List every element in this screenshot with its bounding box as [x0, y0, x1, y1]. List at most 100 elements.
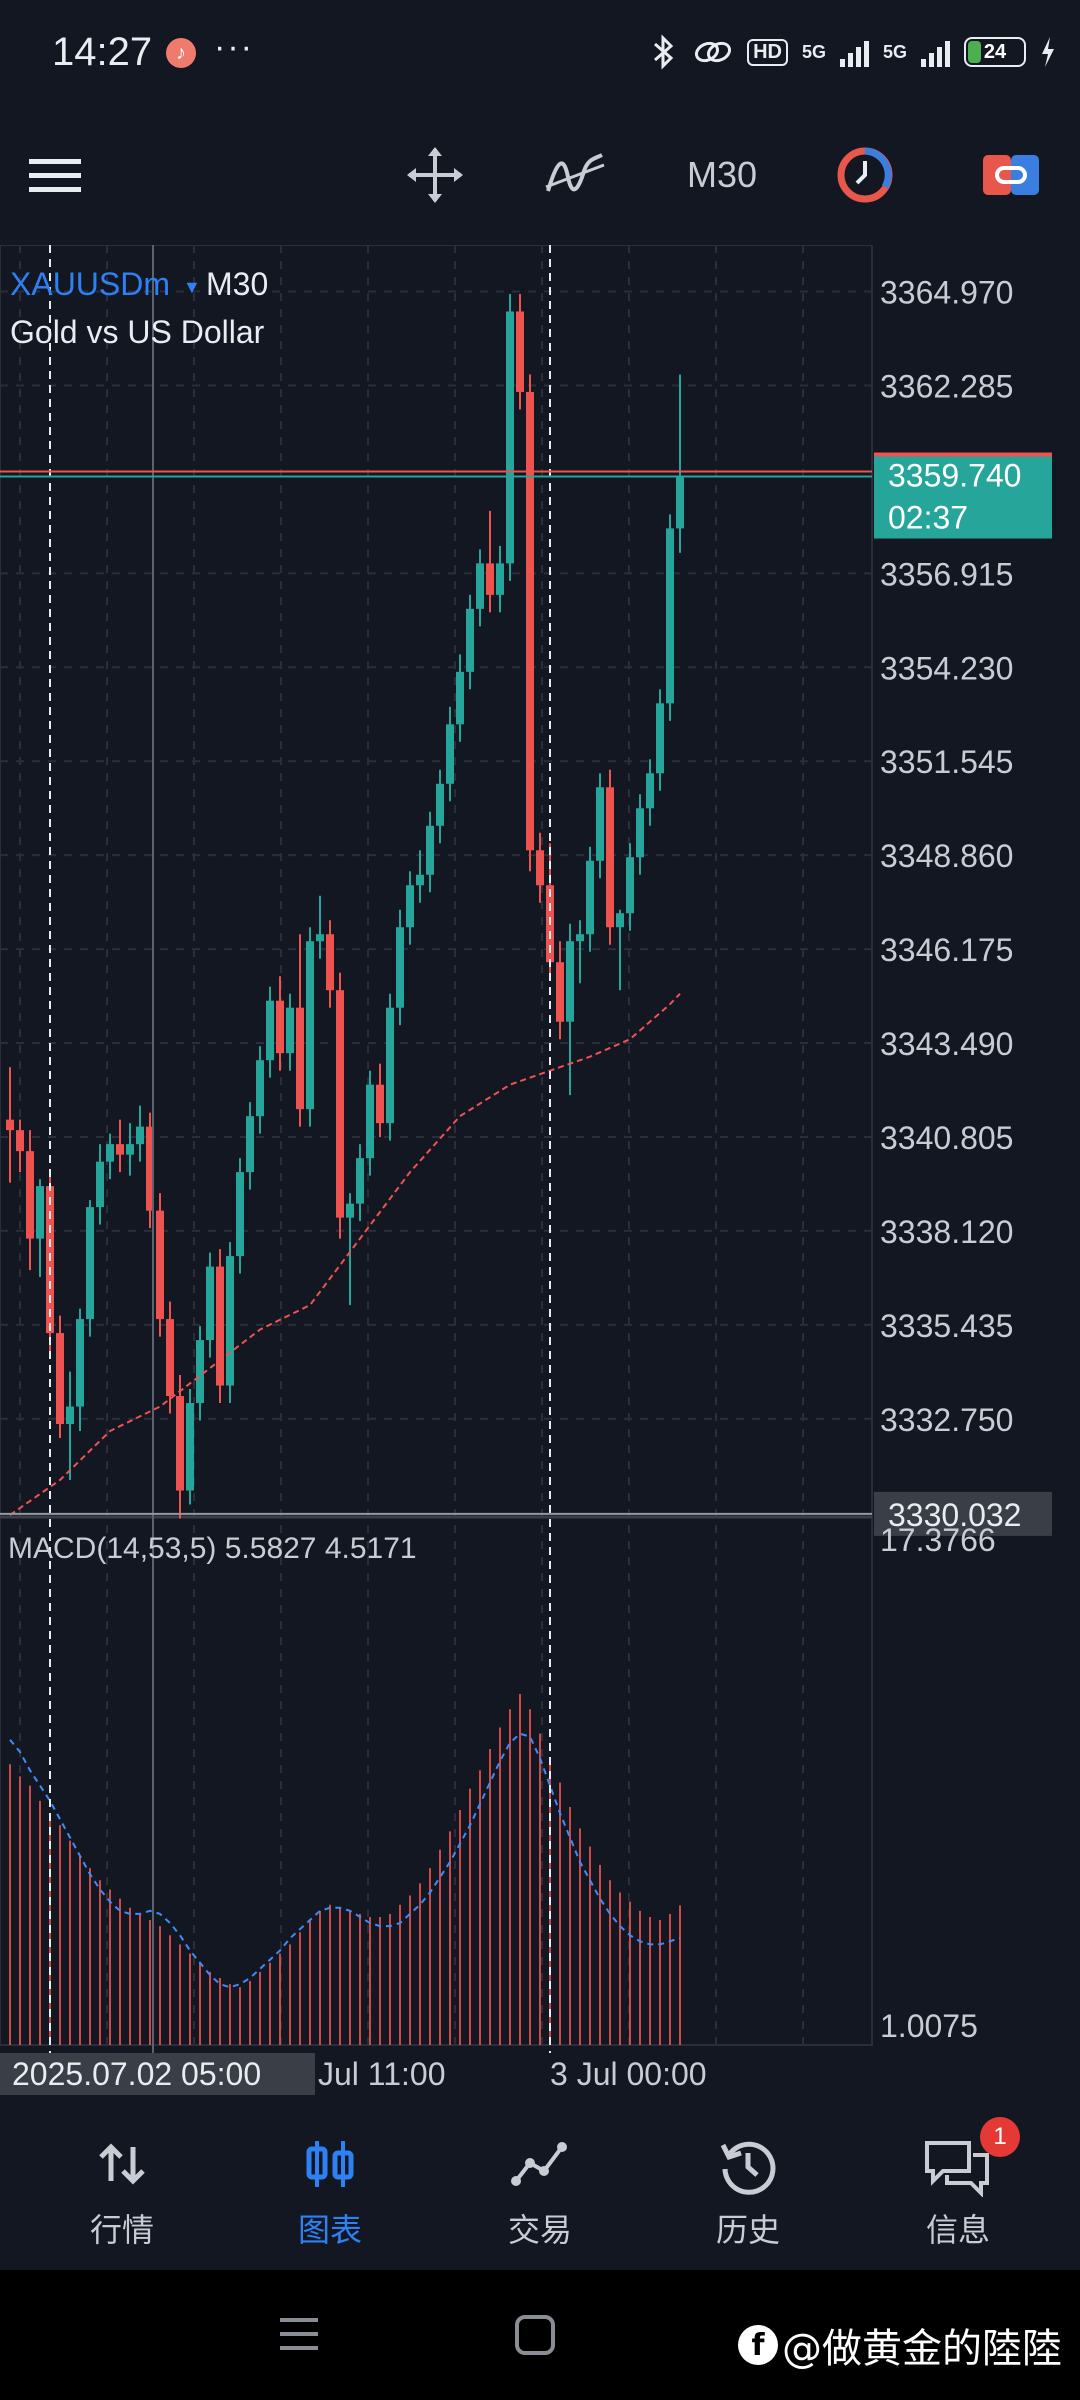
bull-candle: [96, 1161, 104, 1208]
bear-candle: [276, 1000, 284, 1054]
bull-candle: [316, 934, 324, 942]
price-axis-label: 3332.750: [880, 1402, 1013, 1438]
bull-candle: [186, 1403, 194, 1491]
bull-candle: [126, 1144, 134, 1155]
bull-candle: [576, 934, 584, 942]
symbol-description: Gold vs US Dollar: [10, 314, 265, 350]
bear-candle: [56, 1333, 64, 1425]
bull-candle: [246, 1116, 254, 1173]
macd-label: MACD(14,53,5) 5.5827 4.5171: [8, 1532, 417, 1565]
bull-candle: [366, 1084, 374, 1159]
time-axis-label-1: Jul 11:00: [318, 2056, 446, 2092]
bear-candle: [156, 1210, 164, 1320]
bull-candle: [356, 1158, 364, 1204]
price-axis-label: 3343.490: [880, 1026, 1013, 1062]
bull-candle: [266, 1000, 274, 1061]
link-icon: [695, 41, 732, 63]
bull-candle: [236, 1172, 244, 1257]
bear-candle: [336, 990, 344, 1218]
bear-candle: [166, 1319, 174, 1397]
bull-candle: [426, 825, 434, 875]
bear-candle: [16, 1130, 24, 1152]
recent-apps-icon[interactable]: [278, 2314, 320, 2354]
bull-candle: [436, 783, 444, 826]
crosshair-price: 3330.032: [888, 1497, 1021, 1533]
bull-candle: [346, 1203, 354, 1218]
tab-chart[interactable]: 图表: [222, 2095, 438, 2270]
status-bar: 14:27 ♪ ··· HD 5G 5G 24: [0, 0, 1080, 110]
bear-candle: [6, 1119, 14, 1131]
signal-strength-icon: [839, 37, 869, 67]
chart-overlays: 3330.032 3359.740 02:37: [0, 245, 1052, 2053]
tab-quotes[interactable]: 行情: [14, 2095, 230, 2270]
bull-candle: [496, 563, 504, 595]
chart-timer-button[interactable]: [830, 140, 900, 210]
chart-timeframe-label: M30: [206, 266, 268, 302]
bull-candle: [586, 860, 594, 935]
facebook-logo-icon: f: [738, 2325, 778, 2365]
trade-icon: [511, 2142, 567, 2186]
tab-history[interactable]: 历史: [640, 2095, 856, 2270]
symbol-label[interactable]: XAUUSDm: [10, 266, 170, 302]
tab-messages[interactable]: 信息 1: [850, 2095, 1066, 2270]
bull-candle: [86, 1207, 94, 1320]
indicator-icon: [545, 153, 605, 192]
bull-candle: [286, 1007, 294, 1054]
bear-candle: [146, 1126, 154, 1211]
tab-chart-label: 图表: [297, 2211, 362, 2249]
time-axis-label-2: 3 Jul 00:00: [550, 2056, 707, 2092]
history-icon: [720, 2141, 776, 2195]
bull-candle: [566, 941, 574, 1022]
current-price: 3359.740: [888, 458, 1021, 494]
signal-label-2: 5G: [882, 41, 907, 62]
charging-icon: [1042, 37, 1054, 67]
messages-icon: [925, 2141, 989, 2197]
bear-candle: [376, 1084, 384, 1124]
menu-button[interactable]: [20, 140, 90, 210]
home-icon[interactable]: [514, 2314, 556, 2356]
bull-candle: [466, 608, 474, 672]
bluetooth-icon: [654, 34, 674, 70]
bull-candle: [36, 1186, 44, 1239]
price-axis-label: 3338.120: [880, 1214, 1013, 1250]
symbol-dropdown-icon[interactable]: ▼: [183, 277, 201, 297]
price-axis-label: 3340.805: [880, 1120, 1013, 1156]
indicators-button[interactable]: [540, 140, 610, 210]
price-axis-label: 3354.230: [880, 650, 1013, 686]
hd-voice-badge: HD: [747, 38, 788, 66]
one-click-trading-button[interactable]: [976, 140, 1046, 210]
candles: [6, 293, 684, 1519]
system-navigation-bar: f @做黄金的陸陸: [0, 2270, 1080, 2400]
hamburger-menu-icon: [29, 159, 81, 192]
bear-candle: [606, 787, 614, 928]
price-axis-label: 3348.860: [880, 838, 1013, 874]
bull-candle: [206, 1266, 214, 1341]
signal-strength-icon-2: [921, 37, 950, 67]
bull-candle: [386, 1007, 394, 1124]
price-axis-label: 3364.970: [880, 275, 1013, 311]
tab-history-label: 历史: [715, 2211, 780, 2249]
bull-candle: [636, 808, 644, 858]
timeframe-button[interactable]: M30: [686, 154, 758, 195]
bull-candle: [136, 1126, 144, 1145]
bull-candle: [446, 724, 454, 784]
tiktok-notification-icon: ♪: [166, 38, 196, 68]
bear-candle: [296, 1007, 304, 1110]
watermark-text: @做黄金的陸陸: [782, 2326, 1062, 2372]
bear-candle: [116, 1144, 124, 1155]
macd-axis-min: 1.0075: [880, 2008, 978, 2044]
signal-label-1: 5G: [801, 41, 826, 62]
bear-candle: [536, 850, 544, 886]
tab-trade-label: 交易: [507, 2211, 572, 2249]
bull-candle: [256, 1060, 264, 1117]
tab-quotes-label: 行情: [89, 2211, 154, 2249]
crosshair-button[interactable]: [400, 140, 470, 210]
bull-candle: [646, 773, 654, 809]
bear-candle: [556, 962, 564, 1022]
bull-candle: [416, 874, 424, 886]
bull-candle: [616, 913, 624, 928]
tab-trade[interactable]: 交易: [432, 2095, 648, 2270]
crosshair-price-tag: [874, 1491, 1052, 1536]
price-chart[interactable]: 3364.970 3362.285 3356.915 3354.230 3351.545…: [0, 245, 1080, 2095]
bear-candle: [486, 563, 494, 595]
